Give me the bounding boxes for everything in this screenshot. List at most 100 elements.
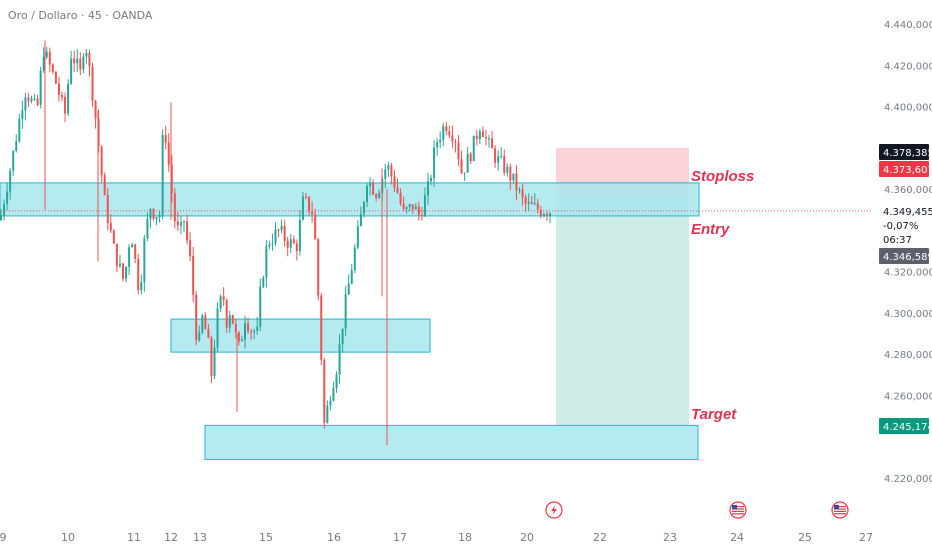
candle-body bbox=[375, 194, 378, 199]
y-tick-label: 4.400,000 bbox=[884, 103, 932, 114]
lower-zone bbox=[204, 424, 699, 460]
candle-body bbox=[253, 330, 256, 333]
candle-body bbox=[427, 181, 429, 196]
candle-body bbox=[329, 400, 332, 406]
candle-body bbox=[277, 229, 280, 231]
candle-body bbox=[463, 172, 466, 174]
candle-body bbox=[198, 332, 201, 341]
candle-body bbox=[512, 173, 515, 181]
y-tick-label: 4.440,000 bbox=[884, 20, 932, 31]
y-tick-label: 4.320,000 bbox=[884, 268, 932, 279]
candle-body bbox=[39, 70, 42, 105]
candle-body bbox=[186, 221, 189, 241]
candle-body bbox=[515, 173, 518, 191]
x-tick-label: 10 bbox=[61, 531, 75, 544]
candle-body bbox=[457, 142, 460, 160]
candle-body bbox=[314, 214, 317, 240]
candle-body bbox=[115, 243, 118, 267]
candle-body bbox=[161, 135, 164, 215]
stoploss-annotation: Stoploss bbox=[691, 168, 754, 185]
lightning-icon-bolt bbox=[551, 505, 557, 515]
candle-body bbox=[259, 286, 262, 327]
candle-body bbox=[167, 142, 170, 165]
candle-body bbox=[448, 130, 451, 136]
candle-body bbox=[57, 83, 60, 96]
candle-body bbox=[338, 344, 341, 375]
candle-body bbox=[445, 126, 448, 131]
candle-body bbox=[396, 187, 399, 193]
candle-body bbox=[3, 203, 6, 216]
candle-body bbox=[356, 226, 359, 248]
candle-body bbox=[204, 315, 207, 330]
candle-body bbox=[73, 58, 76, 64]
low-label: 4.346,589 bbox=[883, 252, 932, 263]
candle-body bbox=[494, 148, 497, 163]
y-tick-label: 4.420,000 bbox=[884, 61, 932, 72]
us-flag-canton bbox=[732, 505, 737, 509]
y-tick-label: 4.280,000 bbox=[884, 350, 932, 361]
candle-body bbox=[97, 118, 100, 147]
target-annotation: Target bbox=[691, 406, 737, 423]
candle-body bbox=[122, 263, 124, 279]
high-label-bg bbox=[879, 144, 929, 160]
candle-body bbox=[183, 221, 185, 223]
candle-body bbox=[179, 222, 182, 226]
candle-body bbox=[201, 315, 204, 333]
candle-body bbox=[195, 294, 198, 341]
candle-body bbox=[112, 230, 115, 244]
candle-body bbox=[509, 166, 512, 181]
candle-body bbox=[149, 208, 152, 219]
candle-body bbox=[12, 150, 15, 171]
candle-body bbox=[305, 196, 307, 198]
candle-body bbox=[366, 186, 368, 203]
candle-body bbox=[88, 52, 91, 67]
candle-body bbox=[439, 139, 442, 143]
candle-body bbox=[9, 170, 12, 192]
us-flag-stripe bbox=[834, 508, 846, 510]
candle-body bbox=[320, 295, 323, 360]
x-tick-label: 23 bbox=[663, 531, 677, 544]
candle-body bbox=[545, 214, 548, 216]
candle-body bbox=[21, 110, 24, 119]
candle-body bbox=[247, 323, 250, 332]
x-tick-label: 25 bbox=[798, 531, 812, 544]
candle-body bbox=[475, 135, 478, 140]
target-label-bg bbox=[879, 418, 929, 434]
candle-body bbox=[488, 138, 490, 140]
candle-body bbox=[54, 71, 57, 84]
candle-body bbox=[91, 66, 94, 101]
candle-body bbox=[268, 244, 271, 247]
x-tick-label: 13 bbox=[193, 531, 207, 544]
candle-body bbox=[240, 339, 243, 342]
candle-body bbox=[344, 294, 347, 329]
candle-body bbox=[173, 193, 176, 222]
candle-body bbox=[231, 315, 234, 324]
candle-body bbox=[491, 138, 494, 149]
candle-body bbox=[222, 296, 225, 301]
candle-body bbox=[384, 169, 387, 180]
x-tick-label: 27 bbox=[859, 531, 873, 544]
candle-body bbox=[30, 98, 33, 102]
candle-body bbox=[36, 98, 39, 105]
candle-body bbox=[76, 58, 79, 64]
us-flag-stripe bbox=[834, 506, 846, 508]
y-tick-label: 4.300,000 bbox=[884, 309, 932, 320]
candle-body bbox=[466, 153, 469, 173]
candle-body bbox=[326, 405, 329, 423]
y-tick-label: 4.260,000 bbox=[884, 391, 932, 402]
candle-body bbox=[420, 214, 423, 217]
candle-body bbox=[82, 56, 85, 70]
candle-body bbox=[237, 332, 240, 342]
candle-body bbox=[51, 64, 54, 72]
candle-body bbox=[387, 165, 390, 170]
candle-body bbox=[262, 277, 265, 287]
candle-body bbox=[347, 283, 350, 295]
candle-body bbox=[301, 196, 304, 220]
candle-body bbox=[228, 315, 231, 328]
candle-body bbox=[61, 95, 63, 97]
stop-label-bg bbox=[879, 161, 929, 177]
candle-body bbox=[24, 97, 27, 111]
candle-body bbox=[140, 282, 143, 291]
